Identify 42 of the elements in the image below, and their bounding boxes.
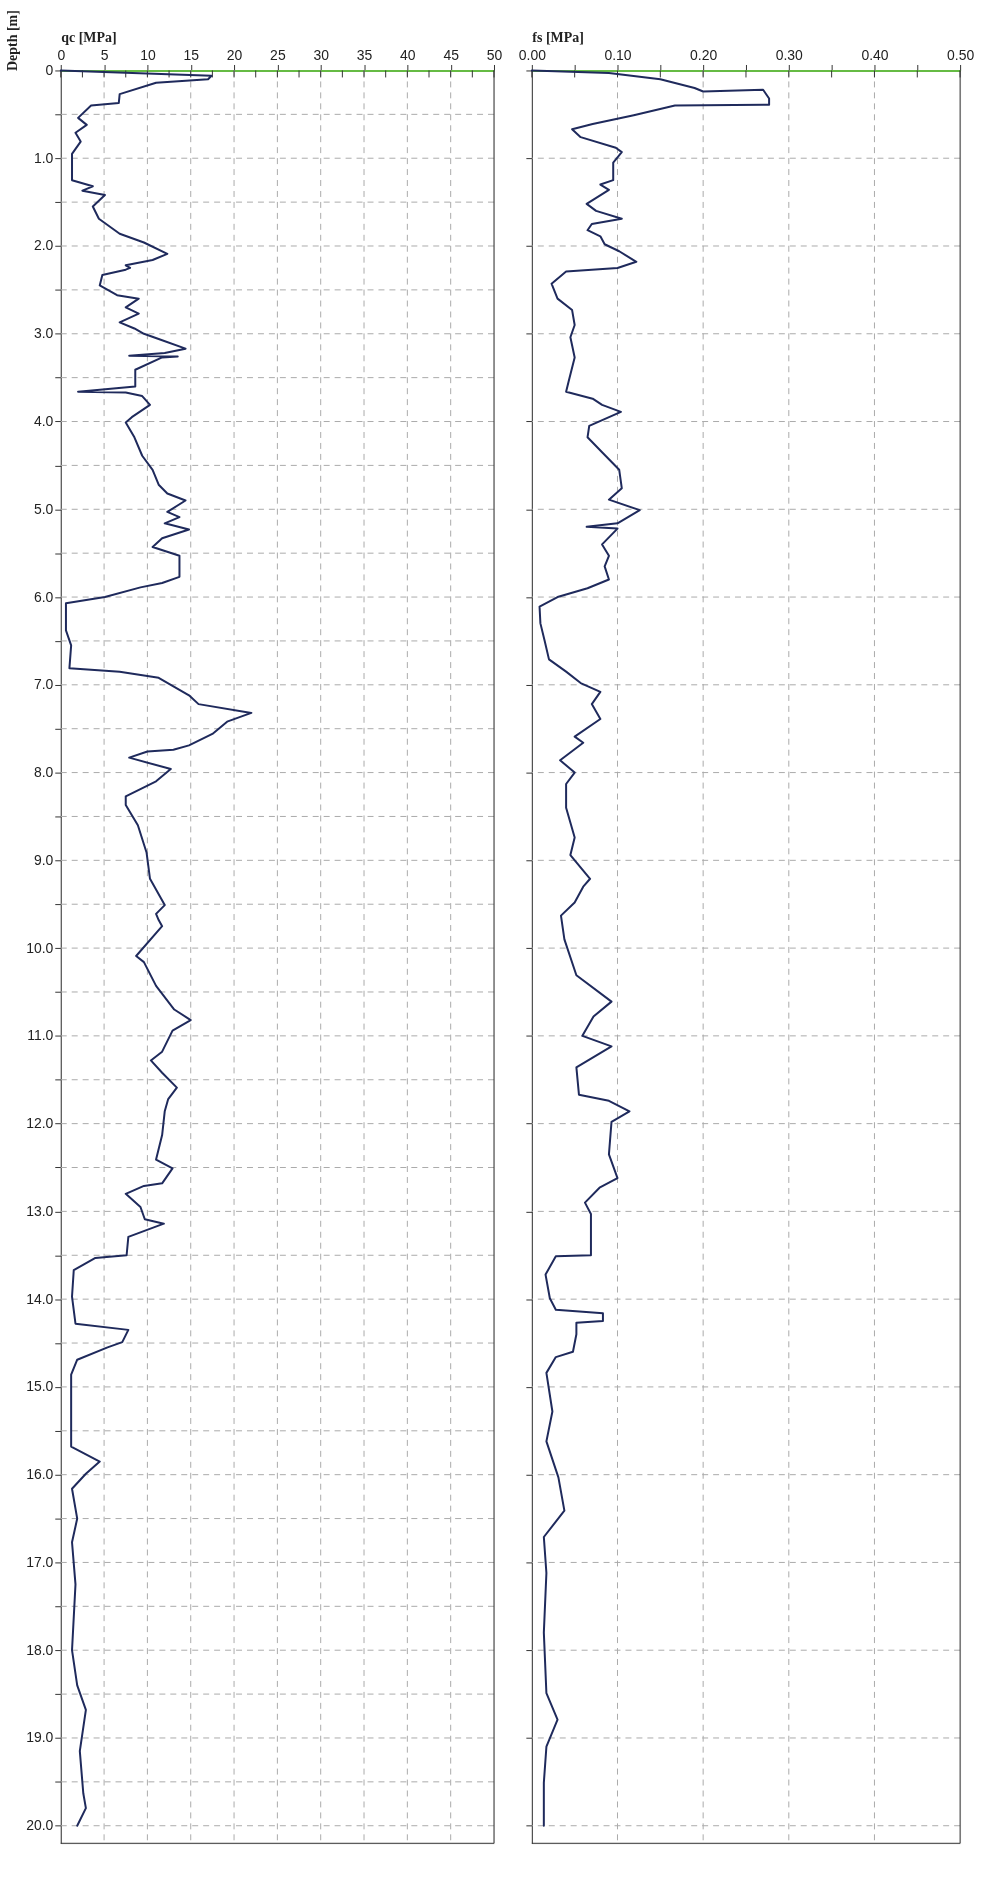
- y-tick-label: 13.0: [26, 1202, 54, 1219]
- y-tick-label: 11.0: [27, 1027, 54, 1044]
- x-tick-label: 45: [443, 47, 460, 64]
- y-tick-label: 12.0: [26, 1115, 54, 1132]
- y-tick-label: 8.0: [33, 764, 54, 781]
- y-tick-label: 17.0: [26, 1553, 54, 1570]
- x-tick-label: 0.30: [775, 47, 804, 64]
- x-tick-label: 40: [400, 47, 416, 64]
- y-tick-label: 2.0: [33, 237, 54, 254]
- y-axis-title: Depth [m]: [5, 10, 21, 71]
- y-tick-label: 7.0: [33, 676, 54, 693]
- y-tick-label: 4.0: [33, 413, 54, 429]
- y-tick-label: 0: [45, 61, 54, 78]
- x-tick-label: 25: [270, 47, 286, 64]
- line-series: [59, 69, 253, 1827]
- x-tick-label: 30: [313, 47, 330, 64]
- x-axis-title: fs [MPa]: [532, 30, 584, 46]
- x-tick-label: 0.50: [947, 47, 975, 64]
- x-tick-label: 20: [226, 47, 243, 64]
- x-axis-title: qc [MPa]: [61, 30, 117, 46]
- y-tick-label: 1.0: [33, 149, 54, 166]
- x-tick-label: 50: [486, 47, 503, 64]
- x-tick-label: 0.20: [690, 47, 718, 64]
- y-tick-label: 15.0: [26, 1378, 54, 1395]
- y-tick-label: 16.0: [26, 1466, 54, 1483]
- y-tick-label: 14.0: [26, 1290, 54, 1307]
- y-tick-label: 5.0: [33, 500, 54, 517]
- x-tick-label: 0.40: [861, 47, 889, 64]
- x-tick-label: 35: [356, 47, 373, 64]
- y-tick-label: 20.0: [26, 1817, 54, 1834]
- x-tick-label: 10: [140, 47, 156, 64]
- y-tick-label: 19.0: [26, 1729, 54, 1746]
- x-tick-label: 0.00: [518, 47, 547, 64]
- x-tick-label: 0.10: [604, 47, 632, 64]
- x-tick-label: 0: [57, 47, 66, 64]
- x-tick-label: 15: [183, 47, 200, 64]
- y-tick-label: 18.0: [26, 1641, 54, 1658]
- y-tick-label: 3.0: [33, 325, 54, 342]
- x-tick-label: 5: [100, 47, 109, 64]
- y-tick-label: 6.0: [33, 588, 54, 605]
- y-tick-label: 9.0: [33, 851, 54, 868]
- y-tick-label: 10.0: [26, 939, 54, 956]
